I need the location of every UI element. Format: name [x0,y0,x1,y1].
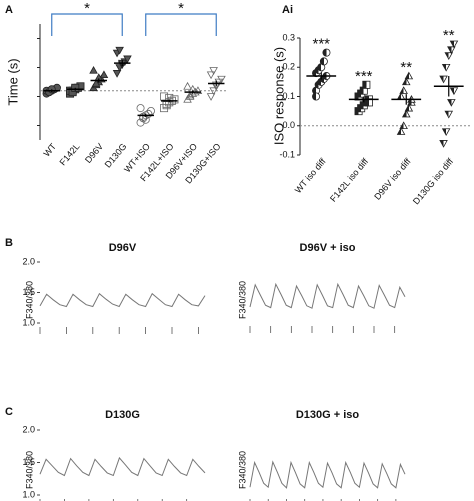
y-tick-label: 1.5 [22,457,35,467]
point [123,55,132,64]
y-axis-label: F340/380 [237,451,247,489]
point [71,83,80,92]
trace-line [249,460,406,489]
point [136,104,145,113]
point [183,81,192,90]
trace-line [249,282,406,309]
point [362,80,371,89]
point [217,75,226,84]
point [322,48,331,57]
point [441,63,451,72]
x-tick-label: WT iso diff [293,156,328,195]
point [193,86,203,94]
y-axis-label: Time (s) [5,58,20,105]
y-axis-label: F340/380 [24,281,34,319]
point [404,103,414,112]
panel-label: A [5,4,13,16]
point [449,87,459,96]
bracket [145,13,217,36]
point [312,92,321,101]
point [89,65,98,74]
chart-title: D96V [109,242,137,254]
x-tick-label: F142L iso diff [328,156,370,204]
point [404,71,414,80]
panel-label: B [5,237,13,249]
y-axis-label: F340/380 [237,281,247,319]
significance: ** [443,27,455,44]
point [447,46,456,55]
point [91,79,101,87]
y-tick-label: 1.0 [22,317,35,327]
point [99,70,109,79]
point [209,87,218,96]
point [209,67,218,75]
point [206,71,216,80]
point [399,86,408,94]
bracket [51,13,123,36]
significance: *** [355,68,373,85]
point [112,70,122,78]
point [444,52,454,60]
point [441,128,451,137]
y-tick-label: 2.0 [22,424,35,434]
y-tick-label: 1.5 [22,287,35,297]
y-tick-label: 0.1 [282,91,295,101]
y-tick-label: 0.0 [282,120,295,130]
point [439,75,448,84]
x-tick-label: D96V [83,141,105,165]
y-tick-label: 2.0 [22,256,35,266]
point [401,77,411,86]
x-tick-label: F142L [58,141,82,167]
point [170,95,179,104]
y-axis-label: F340/380 [24,451,34,489]
point [444,110,454,119]
point [401,109,411,118]
chart-title: D130G [105,409,140,421]
chart-title: D130G + iso [296,409,360,421]
y-tick-label: -0.1 [279,149,295,159]
point [449,40,459,49]
point [115,46,124,55]
point [165,98,174,107]
point [139,112,148,121]
trace-line [39,292,206,308]
y-tick-label: 0.2 [282,62,295,72]
y-tick-label: 0.3 [282,32,295,42]
significance: *** [312,36,330,53]
x-tick-label: WT [41,141,58,159]
point [396,127,406,135]
panel-label: Ai [282,4,293,16]
significance: * [178,0,184,17]
y-axis-label: ISO response (s) [271,47,286,145]
x-tick-label: D130G iso diff [411,156,456,206]
point [160,104,169,113]
trace-line [39,456,206,477]
point [206,93,216,101]
significance: ** [400,59,412,76]
chart-title: D96V + iso [300,242,356,254]
point [447,99,456,107]
point [399,121,408,130]
point [439,140,448,148]
significance: * [84,0,90,17]
point [185,90,195,99]
panel-label: C [5,406,13,418]
x-tick-label: D96V iso diff [372,156,413,202]
y-tick-label: 1.0 [22,489,35,499]
point [319,57,328,66]
